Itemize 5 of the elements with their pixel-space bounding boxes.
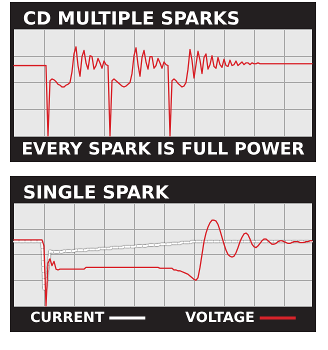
legend-label: CURRENT — [30, 310, 105, 326]
chart-title: CD MULTIPLE SPARKS — [23, 8, 240, 30]
text: EVERY SPARK IS FULL POWER — [21, 140, 305, 160]
chart-title: SINGLE SPARK — [23, 182, 170, 204]
legend-label: VOLTAGE — [185, 310, 255, 326]
